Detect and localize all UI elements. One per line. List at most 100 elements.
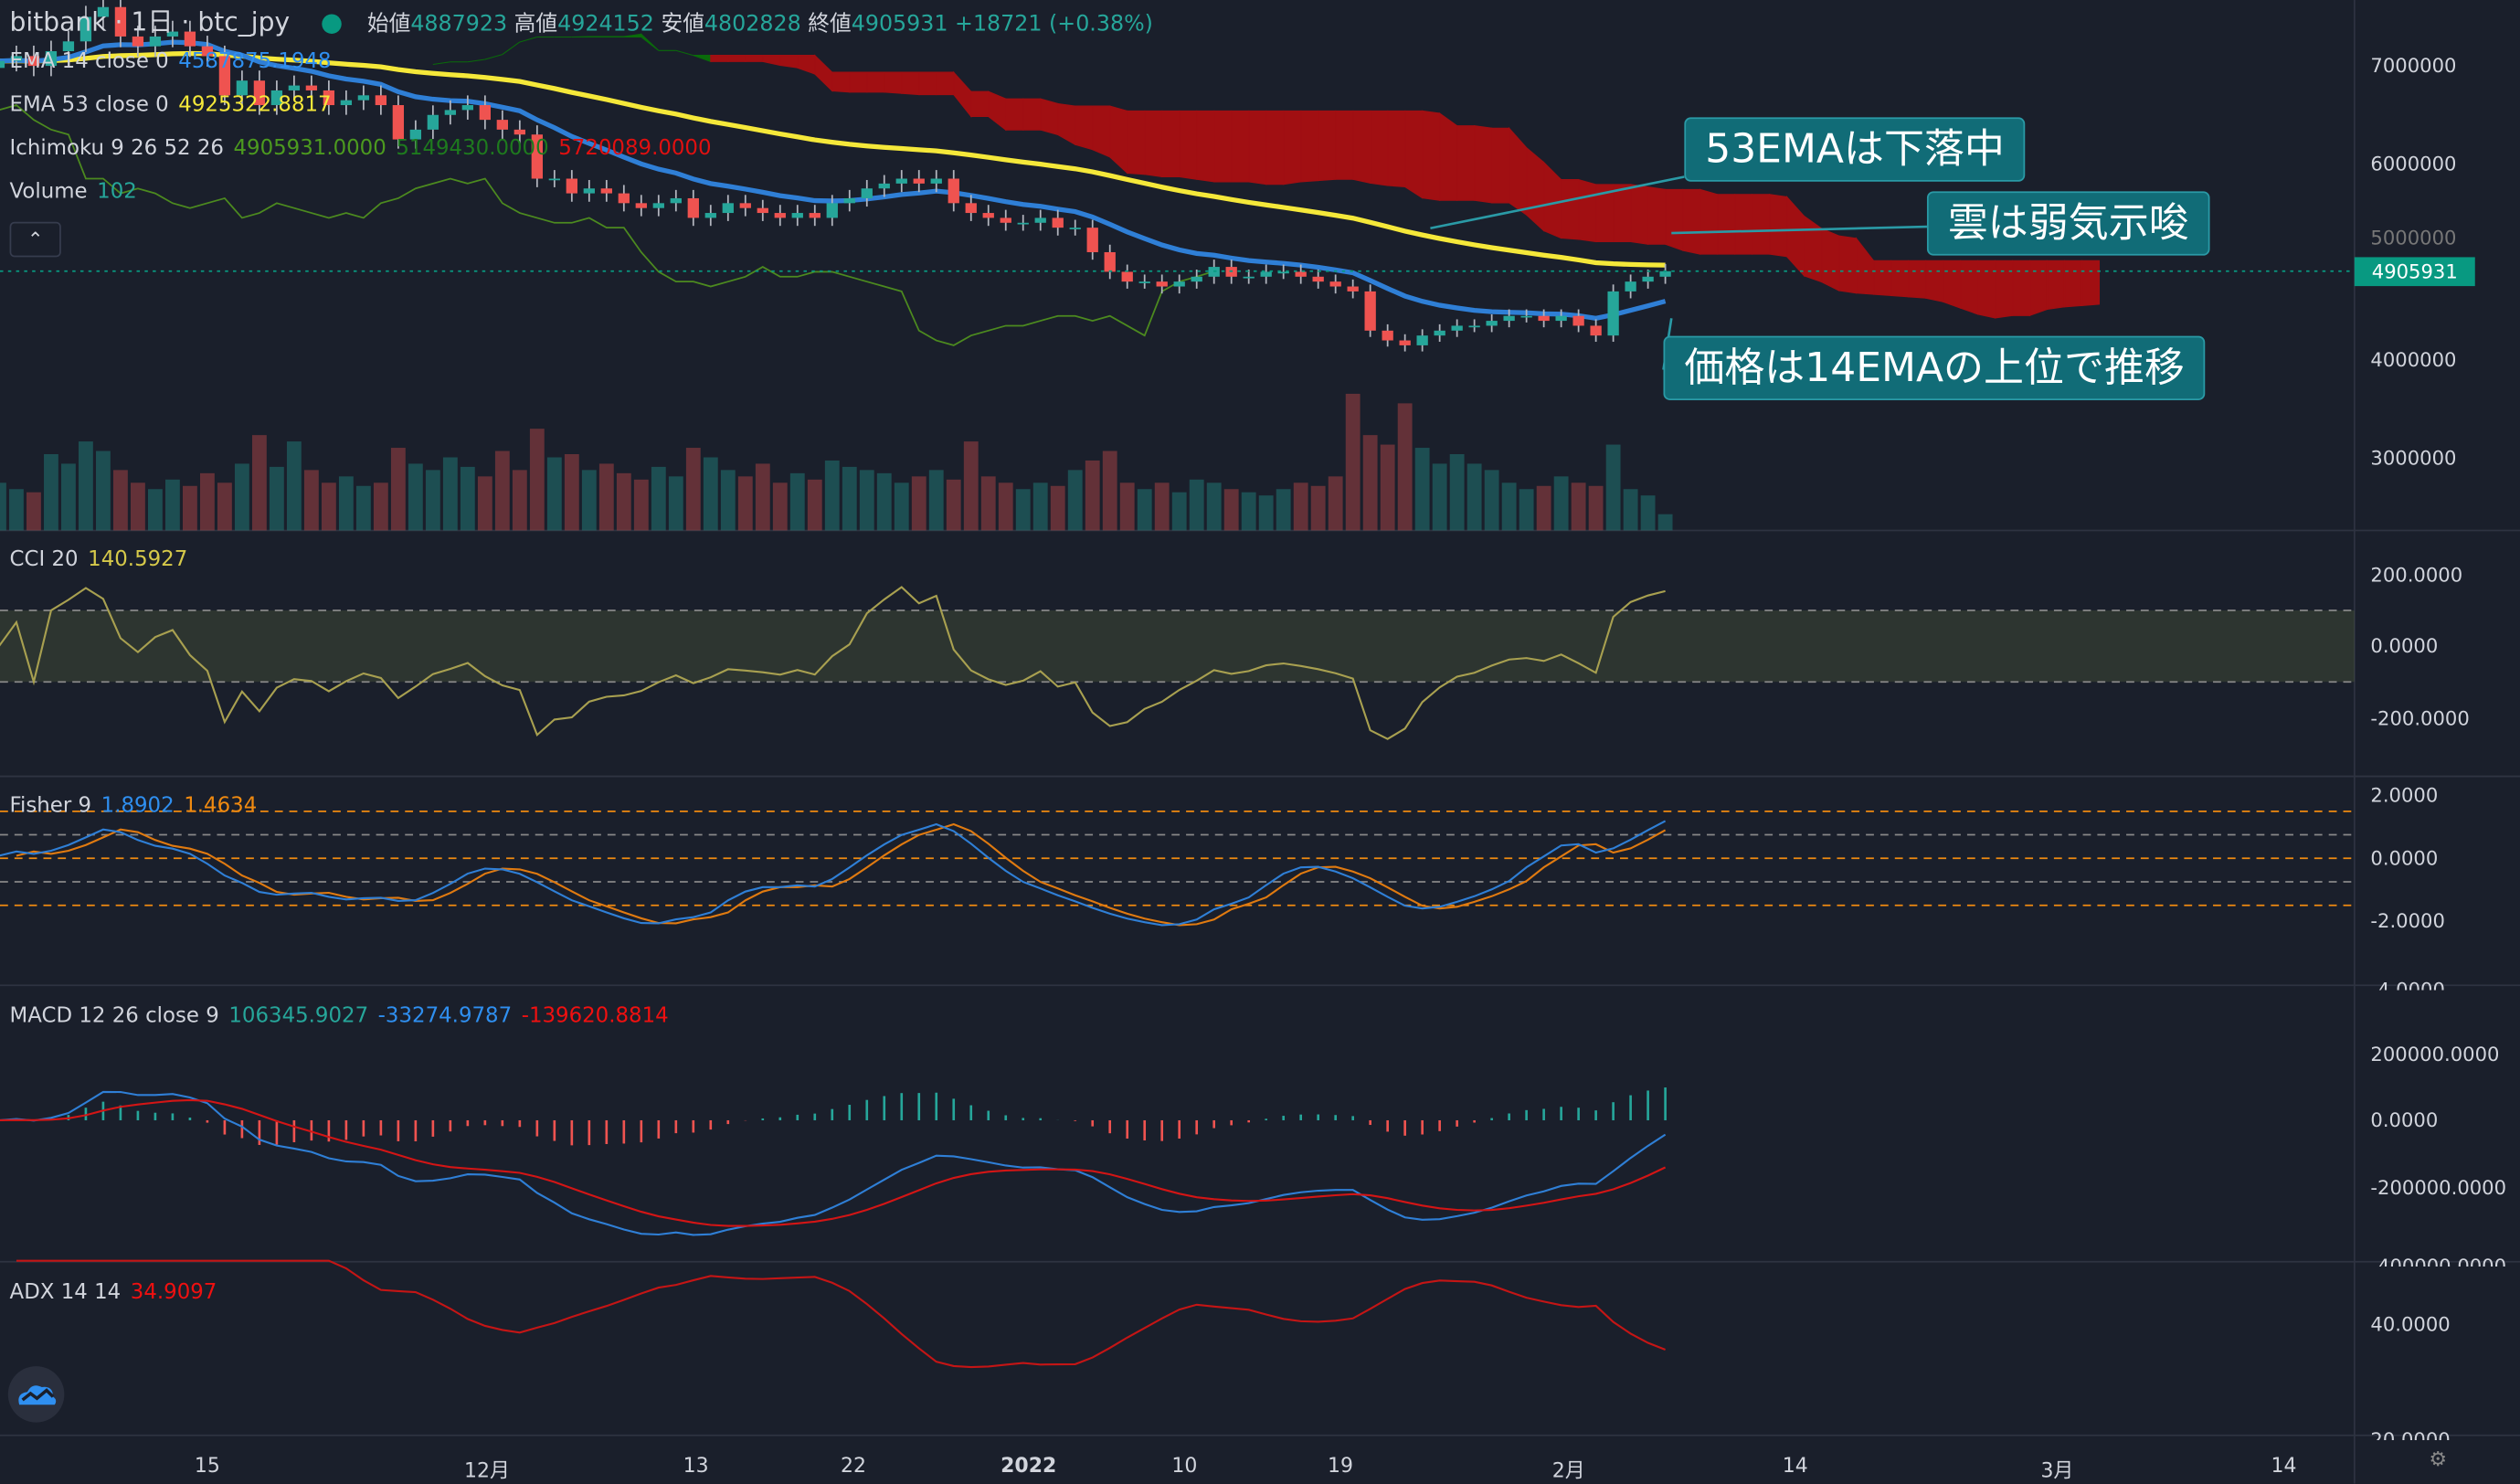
candle-body (913, 178, 925, 184)
candle-body (1451, 325, 1463, 331)
candle-body (288, 85, 301, 90)
volume-bar (1605, 444, 1621, 531)
legend-fisher[interactable]: Fisher 9 1.8902 1.4634 (9, 793, 258, 819)
candle-body (635, 203, 647, 208)
candle-body (948, 178, 959, 204)
ichimoku-cloud-segment (1474, 124, 1493, 204)
candle-body (132, 36, 144, 47)
cloud-logo-icon (18, 1385, 57, 1405)
ichimoku-cloud-segment (1057, 102, 1076, 146)
candle-body (1399, 340, 1411, 345)
volume-bar (1657, 514, 1673, 531)
price-tick: 7000000 (2370, 54, 2457, 78)
candle-body (1329, 281, 1341, 287)
ichimoku-cloud-segment (710, 55, 729, 62)
cci-band (0, 610, 2355, 683)
legend-ema14[interactable]: EMA 14 close 0 4587875.1948 (9, 49, 332, 74)
interval[interactable]: 1日 (131, 6, 174, 37)
legend-macd[interactable]: MACD 12 26 close 9 106345.9027 -33274.9787… (9, 1004, 669, 1029)
legend-cci[interactable]: CCI 20 140.5927 (9, 547, 188, 573)
ichimoku-cloud-segment (1335, 110, 1354, 180)
volume-bar (1414, 448, 1430, 531)
ichimoku-cloud-segment (2081, 260, 2101, 306)
volume-bar (755, 463, 770, 531)
fisher-tick: -2.0000 (2370, 909, 2445, 933)
ichimoku-cloud-segment (1995, 260, 2014, 319)
candle-body (1277, 271, 1289, 274)
ichimoku-cloud-segment (1387, 110, 1406, 187)
volume-bar (269, 466, 284, 531)
time-tick: 2月 (1551, 1458, 1585, 1482)
legend-adx[interactable]: ADX 14 14 34.9097 (9, 1280, 217, 1306)
chevron-up-icon: ⌃ (26, 228, 44, 251)
volume-bar (581, 470, 597, 531)
ichimoku-cloud-segment (1786, 196, 1805, 278)
price-tick: 4000000 (2370, 348, 2457, 372)
candle-body (305, 85, 318, 90)
volume-bar (425, 470, 440, 531)
candle-body (670, 197, 682, 204)
volume-bar (807, 479, 822, 531)
annotation-price-above-ema14[interactable]: 価格は14EMAの上位で推移 (1663, 335, 2206, 400)
volume-bar (1571, 482, 1586, 531)
volume-bar (772, 482, 788, 531)
legend-ema53[interactable]: EMA 53 close 0 4925322.8817 (9, 93, 332, 118)
volume-bar (460, 466, 475, 531)
volume-bar (442, 457, 458, 531)
volume-bar (1328, 476, 1343, 531)
volume-bar (79, 441, 93, 531)
volume-bar (26, 492, 41, 531)
ichimoku-cloud-segment (1977, 260, 1996, 319)
ichimoku-cloud-segment (2012, 260, 2031, 316)
candle-body (1416, 335, 1428, 345)
ichimoku-cloud-segment (1630, 184, 1649, 245)
fisher-tick: -4.0000 (2370, 979, 2445, 991)
volume-bar (0, 482, 6, 531)
annotation-ema53-falling[interactable]: 53EMAは下落中 (1684, 117, 2026, 182)
candle-body (97, 6, 110, 17)
ichimoku-cloud-segment (693, 55, 712, 63)
cci-tick: 200.0000 (2370, 564, 2463, 588)
volume-bar (199, 472, 215, 531)
candle-body (201, 46, 214, 57)
ichimoku-cloud-segment (988, 90, 1007, 132)
ichimoku-cloud-segment (1665, 188, 1684, 251)
volume-bar (164, 479, 180, 531)
annotation-pointer (1671, 225, 1927, 235)
cci-tick: 0.0000 (2370, 634, 2439, 658)
candle-body (427, 114, 439, 130)
volume-bar (1015, 489, 1031, 531)
ichimoku-cloud-segment (1526, 146, 1545, 232)
fisher-line (0, 820, 1667, 927)
volume-bar (1223, 489, 1239, 531)
collapse-legend-button[interactable]: ⌃ (9, 221, 61, 258)
settings-gear-icon[interactable]: ⚙ (2429, 1447, 2448, 1471)
volume-bar (182, 485, 197, 531)
candle-body (930, 178, 942, 184)
symbol-name[interactable]: btc_jpy (197, 6, 291, 37)
annotation-cloud-bearish[interactable]: 雲は弱気示唆 (1926, 191, 2210, 256)
volume-bar (96, 450, 111, 531)
ichimoku-cloud-segment (1231, 110, 1250, 183)
volume-bar (1484, 470, 1499, 531)
ichimoku-cloud-segment (1578, 178, 1597, 243)
volume-bar (1449, 453, 1465, 531)
candle-body (1503, 315, 1515, 322)
legend-volume[interactable]: Volume 102 (9, 180, 137, 205)
tradingview-logo[interactable] (7, 1366, 65, 1423)
volume-bar (1466, 463, 1482, 531)
volume-bar (217, 482, 232, 531)
ichimoku-cloud-segment (1404, 110, 1424, 199)
volume-bar (1640, 495, 1656, 531)
ichimoku-cloud-segment (779, 55, 799, 69)
candle-body (114, 6, 127, 37)
volume-bar (1345, 393, 1361, 531)
cci-tick: -200.0000 (2370, 706, 2470, 730)
ichimoku-cloud-segment (762, 55, 781, 67)
candle-body (1364, 291, 1376, 331)
legend-ichimoku[interactable]: Ichimoku 9 26 52 26 4905931.0000 5149430.0… (9, 136, 712, 161)
candle-body (479, 105, 492, 121)
ichimoku-cloud-segment (1300, 110, 1319, 183)
